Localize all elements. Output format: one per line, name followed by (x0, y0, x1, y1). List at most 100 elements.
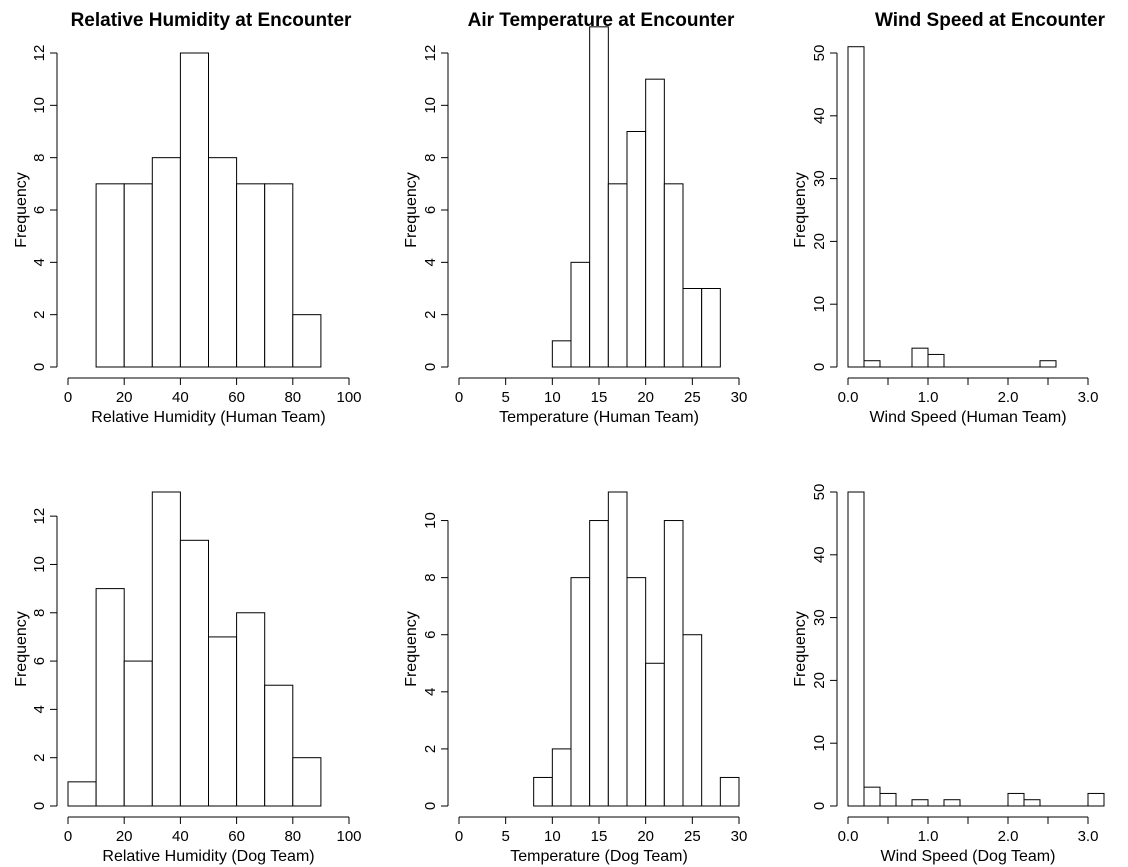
histogram-panel-3: Wind Speed at Encounter 0.0 1.0 2.0 3.0 Wind … (792, 10, 1106, 426)
histogram-bar (534, 777, 553, 806)
histogram-bar (664, 184, 683, 367)
x-tick-label: 0.0 (838, 828, 859, 845)
histogram-bar (180, 540, 208, 806)
x-tick-label: 30 (731, 389, 748, 406)
histogram-bar (124, 184, 152, 367)
x-tick-label: 0.0 (838, 389, 859, 406)
histogram-bar (571, 262, 590, 367)
y-axis-label: Frequency (792, 172, 809, 248)
y-tick-label: 10 (31, 97, 48, 114)
x-tick-label: 15 (591, 389, 608, 406)
y-tick-label: 0 (811, 802, 828, 810)
x-tick-label: 40 (172, 389, 189, 406)
y-tick-label: 10 (422, 512, 439, 529)
histogram-bar (1040, 361, 1056, 367)
histogram-bar (720, 777, 739, 806)
x-tick-label: 5 (501, 828, 509, 845)
y-tick-label: 50 (811, 484, 828, 501)
x-axis-label: Relative Humidity (Dog Team) (102, 848, 314, 865)
x-tick-label: 10 (544, 828, 561, 845)
y-tick-label: 6 (31, 657, 48, 665)
x-tick-label: 20 (116, 828, 133, 845)
y-tick-label: 0 (31, 802, 48, 810)
y-axis-label: Frequency (792, 611, 809, 687)
y-axis-label: Frequency (13, 611, 30, 687)
y-tick-label: 0 (422, 802, 439, 810)
histogram-bar (237, 184, 265, 367)
y-tick-label: 0 (811, 363, 828, 371)
y-tick-label: 12 (31, 45, 48, 62)
histogram-bar (180, 53, 208, 367)
y-tick-label: 8 (31, 153, 48, 161)
y-tick-label: 12 (31, 508, 48, 525)
x-axis-label: Relative Humidity (Human Team) (91, 409, 325, 426)
histogram-panel-6: 0.0 1.0 2.0 3.0 Wind Speed (Dog Team) 0 10 20 30… (792, 484, 1104, 865)
x-tick-label: 60 (228, 828, 245, 845)
histogram-bar (1024, 800, 1040, 806)
x-axis-label: Wind Speed (Dog Team) (881, 848, 1056, 865)
histogram-bar (864, 361, 880, 367)
histogram-bar (152, 158, 180, 367)
x-tick-label: 1.0 (918, 828, 939, 845)
histogram-bar (265, 184, 293, 367)
x-tick-label: 20 (637, 389, 654, 406)
y-tick-label: 10 (811, 296, 828, 313)
x-tick-label: 30 (731, 828, 748, 845)
histogram-bar (944, 800, 960, 806)
y-tick-label: 10 (31, 556, 48, 573)
histogram-bar (627, 578, 646, 806)
y-tick-label: 10 (422, 97, 439, 114)
panel-title: Wind Speed at Encounter (875, 10, 1106, 31)
histogram-bar (124, 661, 152, 806)
y-tick-label: 30 (811, 170, 828, 187)
x-tick-label: 0 (455, 389, 463, 406)
x-tick-label: 10 (544, 389, 561, 406)
y-axis-label: Frequency (403, 611, 420, 687)
y-tick-label: 20 (811, 672, 828, 689)
x-tick-label: 20 (116, 389, 133, 406)
histogram-bar (571, 578, 590, 806)
y-tick-label: 10 (811, 735, 828, 752)
x-tick-label: 0 (64, 828, 72, 845)
y-axis-label: Frequency (403, 172, 420, 248)
y-tick-label: 40 (811, 546, 828, 563)
histogram-bar (848, 492, 864, 806)
x-tick-label: 80 (284, 389, 301, 406)
histogram-bar (209, 158, 237, 367)
y-tick-label: 2 (31, 754, 48, 762)
x-tick-label: 40 (172, 828, 189, 845)
histogram-bar (590, 27, 609, 367)
histogram-bar (646, 79, 665, 367)
histogram-bar (848, 47, 864, 367)
histogram-bar (590, 521, 609, 806)
y-tick-label: 40 (811, 107, 828, 124)
x-tick-label: 0 (64, 389, 72, 406)
histogram-bar (209, 637, 237, 806)
y-tick-label: 4 (422, 258, 439, 266)
histogram-bar (608, 492, 627, 806)
panel-title: Relative Humidity at Encounter (71, 10, 352, 31)
y-tick-label: 30 (811, 609, 828, 626)
x-tick-label: 15 (591, 828, 608, 845)
y-tick-label: 50 (811, 45, 828, 62)
y-tick-label: 2 (422, 310, 439, 318)
histogram-bar (928, 354, 944, 367)
y-tick-label: 4 (31, 258, 48, 266)
histogram-bar (265, 685, 293, 806)
histogram-bar (880, 793, 896, 806)
histogram-bar (608, 184, 627, 367)
y-tick-label: 0 (422, 363, 439, 371)
histogram-bar (683, 635, 702, 806)
y-tick-label: 12 (422, 45, 439, 62)
histogram-bar (552, 341, 571, 367)
y-tick-label: 4 (31, 705, 48, 713)
histogram-panel-4: 0 20 40 60 80 100Relative Humidity (Dog Team)… (13, 492, 362, 865)
x-tick-label: 3.0 (1078, 828, 1099, 845)
y-tick-label: 4 (422, 688, 439, 696)
histogram-bar (152, 492, 180, 806)
histogram-bar (1088, 793, 1104, 806)
x-tick-label: 1.0 (918, 389, 939, 406)
